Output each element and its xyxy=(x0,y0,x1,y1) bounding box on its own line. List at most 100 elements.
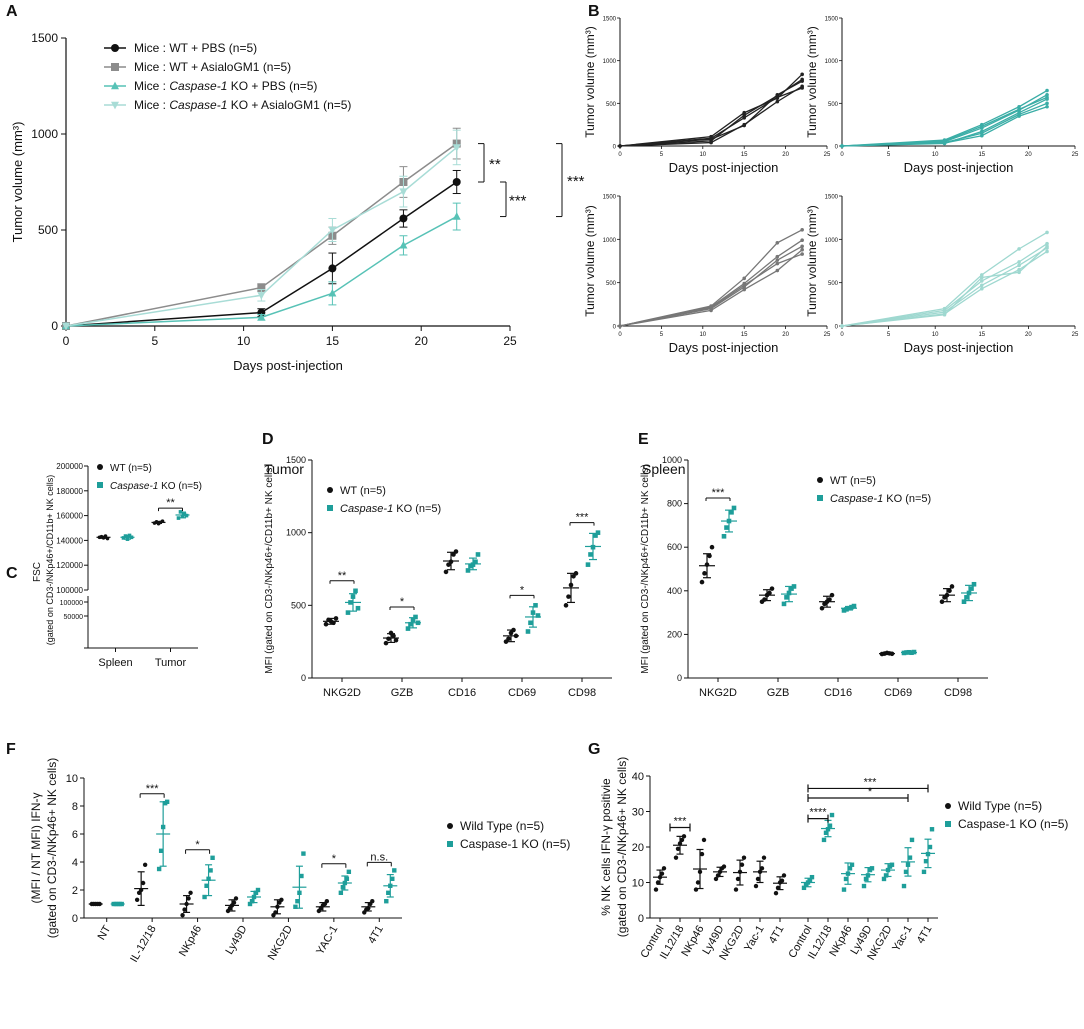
data-point xyxy=(901,883,907,889)
data-point xyxy=(475,552,481,557)
data-point xyxy=(827,823,833,828)
x-tick-label: 5 xyxy=(887,152,891,158)
data-point xyxy=(255,887,261,893)
x-tick-label: 10 xyxy=(932,152,939,158)
data-point xyxy=(452,212,461,220)
data-point xyxy=(1017,263,1021,268)
data-point xyxy=(443,569,449,575)
y-tick-label: 50000 xyxy=(64,614,84,621)
y-tick-label: 1000 xyxy=(603,59,617,65)
data-point xyxy=(675,846,681,851)
legend-label: Mice : Caspase-1 KO + PBS (n=5) xyxy=(134,79,317,93)
data-point xyxy=(525,629,531,634)
x-tick-label: 10 xyxy=(699,332,706,338)
data-point xyxy=(829,812,835,818)
data-point xyxy=(231,900,237,905)
data-point xyxy=(585,562,591,567)
data-point xyxy=(186,896,191,901)
y-tick-label: 160000 xyxy=(56,512,83,521)
y-tick-label: 500 xyxy=(606,281,617,287)
data-point xyxy=(202,894,207,900)
data-point xyxy=(465,568,471,573)
sig-label: * xyxy=(400,596,405,608)
y-tick-label: 600 xyxy=(667,542,682,552)
data-point xyxy=(1045,244,1049,249)
x-tick-label: 20 xyxy=(782,332,789,338)
sig-label: * xyxy=(520,584,525,596)
data-point xyxy=(823,830,829,835)
data-point xyxy=(257,312,266,321)
x-tick-label: Yac-1 xyxy=(890,924,914,954)
data-point xyxy=(849,604,854,610)
data-point xyxy=(386,890,391,895)
x-tick-label: 15 xyxy=(326,334,340,348)
y-axis-label: Tumor volume (mm³) xyxy=(583,26,597,138)
sig-label: ** xyxy=(338,570,347,582)
data-point xyxy=(391,633,396,639)
sig-label: *** xyxy=(509,192,527,209)
data-point xyxy=(861,883,867,889)
data-point xyxy=(188,890,193,895)
y-axis-label: MFI (gated on CD3-/NKp46+/CD11b+ NK cell… xyxy=(264,464,275,673)
y-tick-label: 140000 xyxy=(56,536,83,545)
y-tick-label: 1500 xyxy=(31,31,58,45)
data-point xyxy=(295,899,300,904)
data-point xyxy=(528,620,533,626)
data-point xyxy=(588,552,593,557)
y-tick-label: 0 xyxy=(613,325,617,331)
y-tick-label: 0 xyxy=(301,673,306,683)
x-tick-label: 25 xyxy=(1072,332,1079,338)
sig-label: ** xyxy=(166,497,175,509)
data-point xyxy=(709,308,713,313)
data-point xyxy=(707,553,712,559)
legend-label: Mice : WT + AsialoGM1 (n=5) xyxy=(134,60,291,74)
x-tick-label: 25 xyxy=(1072,152,1079,158)
data-point xyxy=(408,621,413,627)
data-point xyxy=(158,848,164,853)
data-point xyxy=(800,72,804,77)
x-tick-label: 0 xyxy=(63,334,70,348)
legend-label: Mice : WT + PBS (n=5) xyxy=(134,41,257,55)
y-tick-label: 1500 xyxy=(603,195,617,201)
data-point xyxy=(800,228,804,232)
x-tick-label: 20 xyxy=(782,152,789,158)
y-tick-label: 1000 xyxy=(603,238,617,244)
x-tick-label: YAC-1 xyxy=(314,924,340,957)
data-point xyxy=(939,599,945,604)
data-point xyxy=(328,264,337,273)
x-tick-label: 5 xyxy=(887,332,891,338)
data-point xyxy=(721,864,727,869)
y-tick-label: 6 xyxy=(72,829,78,841)
y-axis-label: Tumor volume (mm³) xyxy=(805,205,819,317)
y-tick-label: 180000 xyxy=(56,487,83,496)
data-point xyxy=(1045,249,1049,254)
legend-marker xyxy=(111,101,119,110)
x-axis-label: Days post-injection xyxy=(669,160,779,175)
data-point xyxy=(800,238,804,242)
data-point xyxy=(851,603,857,609)
data-point xyxy=(907,855,913,860)
panel-label-G: G xyxy=(588,741,600,758)
panel-label-B: B xyxy=(588,3,600,20)
sig-label: * xyxy=(195,839,200,851)
y-tick-label: 2 xyxy=(72,885,78,897)
x-tick-label: 4T1 xyxy=(366,924,386,946)
sig-label: * xyxy=(332,853,337,865)
data-point xyxy=(753,883,759,889)
series-line xyxy=(619,253,803,327)
x-axis-label: Days post-injection xyxy=(233,358,343,373)
y-tick-label: 120000 xyxy=(56,561,83,570)
x-tick-label: NKp46 xyxy=(177,924,204,959)
data-point xyxy=(299,873,304,879)
data-point xyxy=(775,268,780,273)
data-point xyxy=(927,844,933,850)
y-tick-label: 0 xyxy=(677,673,682,683)
x-tick-label: 25 xyxy=(503,334,517,348)
data-point xyxy=(1017,247,1021,251)
data-point xyxy=(353,588,358,594)
legend-marker xyxy=(97,482,103,488)
data-point xyxy=(869,866,875,871)
data-point xyxy=(328,226,337,235)
data-point xyxy=(156,866,162,872)
x-tick-label: 15 xyxy=(741,332,748,338)
